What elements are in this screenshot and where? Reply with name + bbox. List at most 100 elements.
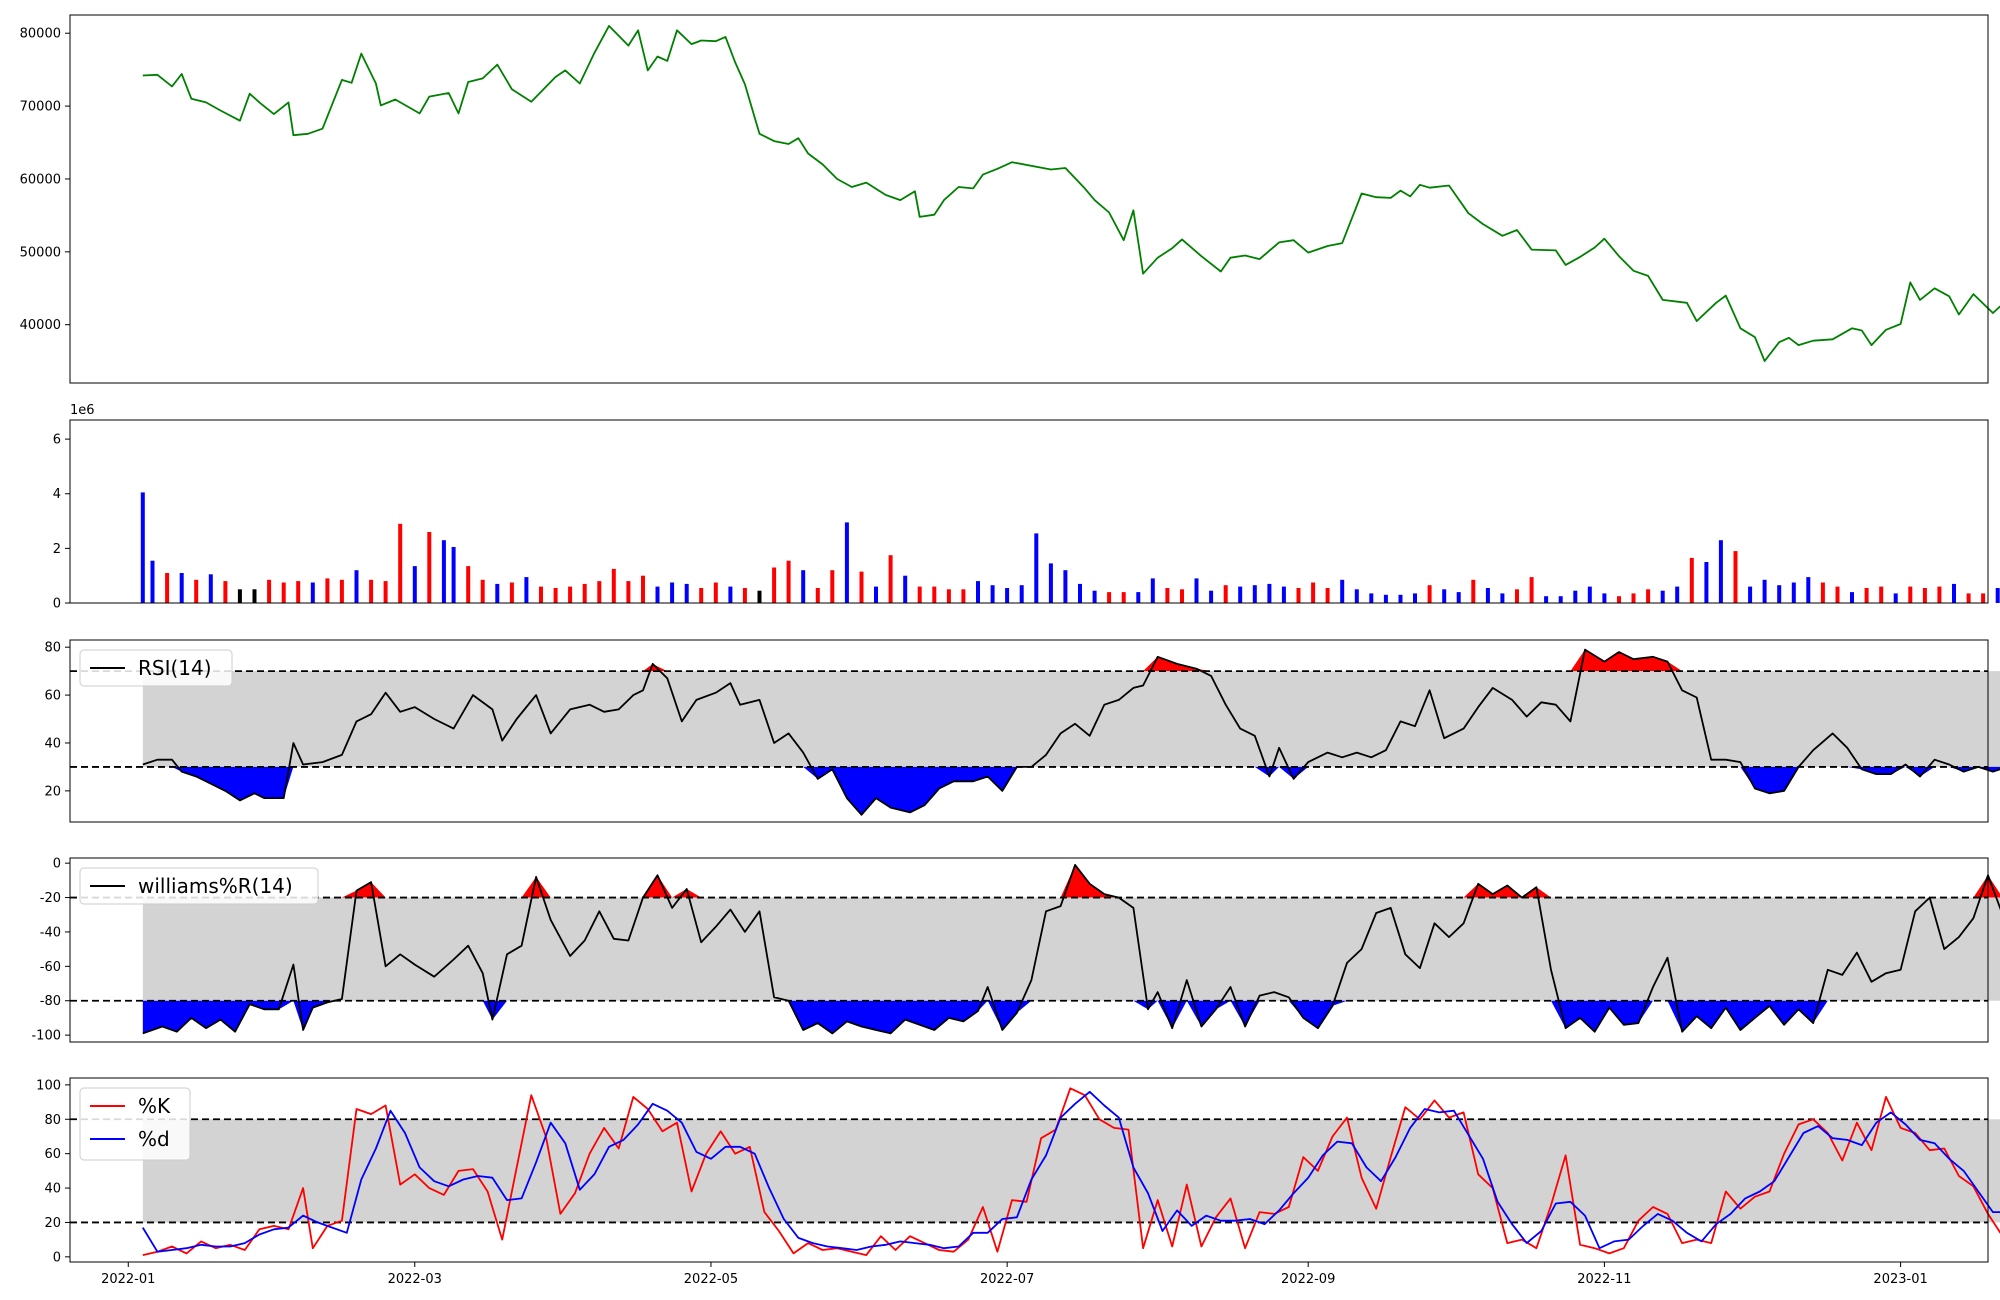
volume-bar — [1689, 557, 1694, 603]
volume-bar — [296, 581, 301, 603]
volume-bar — [1646, 589, 1651, 603]
volume-bar — [237, 589, 242, 603]
volume-bar — [1092, 590, 1097, 603]
volume-bar — [267, 579, 272, 603]
volume-bar — [1340, 579, 1345, 603]
axis-offset-label: 1e6 — [70, 403, 95, 418]
y-tick-label: 80 — [44, 641, 61, 656]
volume-bar — [859, 571, 864, 603]
volume-bar — [1311, 582, 1316, 603]
d-line — [142, 1090, 2000, 1253]
volume-bar — [713, 582, 718, 603]
volume-bar — [742, 588, 747, 603]
legend-box — [79, 867, 319, 905]
axes-frame — [69, 857, 1989, 1043]
volume-bar — [441, 540, 446, 603]
volume-bar — [223, 581, 228, 603]
volume-bar — [1864, 588, 1869, 603]
volume-bar — [1383, 594, 1388, 603]
y-tick-label: 40 — [44, 736, 61, 751]
overbought-fill — [642, 649, 1683, 672]
volume-bar — [1150, 578, 1155, 603]
legend: williams%R(14) — [79, 867, 319, 905]
volume-bar — [568, 586, 573, 603]
volume-bar — [1252, 585, 1257, 603]
volume-bar — [670, 582, 675, 603]
legend-label: %d — [138, 1127, 170, 1151]
price-line — [142, 24, 2000, 363]
volume-bar — [1762, 579, 1767, 603]
volume-bar — [1529, 577, 1534, 603]
legend-label: RSI(14) — [138, 656, 212, 680]
y-tick-label: 20 — [44, 784, 61, 799]
volume-bar — [1267, 583, 1272, 603]
indicator-line — [142, 648, 2000, 816]
volume-bar — [1704, 562, 1709, 603]
volume-bar — [194, 579, 199, 603]
volume-bar — [1617, 596, 1621, 603]
legend: RSI(14) — [79, 649, 233, 687]
price-panel: 40000 50000 60000 70000 80000 — [20, 14, 2000, 384]
volume-bar — [1078, 583, 1082, 603]
neutral-band — [142, 897, 2000, 1001]
volume-bar — [1675, 586, 1680, 603]
volume-bar — [611, 568, 616, 603]
x-tick-label: 2022-09 — [1281, 1272, 1335, 1287]
y-tick-label: 2 — [53, 542, 61, 557]
volume-bar — [801, 570, 806, 603]
x-tick-label: 2022-07 — [980, 1272, 1034, 1287]
y-tick-label: -20 — [40, 891, 61, 906]
volume-panel: 1e6 0 2 4 6 — [53, 403, 2000, 612]
y-tick-label: 0 — [53, 857, 61, 872]
volume-bar — [165, 573, 170, 603]
volume-bar — [1107, 592, 1112, 603]
volume-bar — [1908, 586, 1913, 603]
volume-bar — [1835, 586, 1840, 603]
volume-bar — [1850, 592, 1854, 603]
y-tick-label: 0 — [53, 1250, 61, 1265]
volume-bar — [553, 588, 558, 603]
volume-bar — [932, 586, 937, 603]
volume-bar — [1777, 585, 1782, 603]
x-tick-label: 2022-03 — [388, 1272, 442, 1287]
volume-bar — [451, 547, 456, 603]
volume-bar — [626, 581, 631, 603]
volume-bar — [990, 585, 995, 603]
volume-bar — [1048, 563, 1053, 603]
volume-bar — [1063, 570, 1068, 603]
volume-bar — [1019, 585, 1024, 603]
y-tick-label: -80 — [40, 994, 61, 1009]
volume-bar — [1733, 551, 1738, 603]
axes-frame — [69, 14, 1989, 384]
volume-bar — [140, 492, 145, 603]
axes-frame — [69, 1077, 1989, 1263]
legend-label: williams%R(14) — [138, 874, 293, 898]
volume-bar — [597, 581, 602, 603]
volume-bar — [1922, 588, 1927, 603]
oversold-fill — [142, 1000, 1828, 1034]
axes-frame — [69, 419, 1989, 604]
volume-bar — [427, 532, 432, 603]
volume-bar — [1442, 589, 1447, 603]
volume-bar — [480, 579, 485, 603]
volume-bar — [815, 588, 820, 603]
volume-bar — [1602, 593, 1607, 603]
volume-bar — [1427, 585, 1432, 603]
y-tick-label: -60 — [40, 960, 61, 975]
y-tick-label: 20 — [44, 1216, 61, 1231]
volume-bar — [844, 522, 849, 603]
volume-bar — [1398, 594, 1403, 603]
x-tick-label: 2022-01 — [101, 1272, 155, 1287]
volume-bar — [1587, 586, 1592, 603]
volume-bar — [1791, 582, 1796, 603]
volume-bar — [1820, 582, 1825, 603]
volume-bar — [874, 586, 878, 603]
rsi-panel: 20 40 60 80 RSI(14) — [44, 639, 2000, 823]
volume-bar — [509, 582, 514, 603]
volume-bar — [208, 574, 213, 603]
volume-bar — [150, 560, 155, 603]
legend-label: %K — [138, 1094, 171, 1118]
volume-bar — [684, 583, 689, 603]
legend-box — [79, 1087, 191, 1161]
volume-bar — [1573, 590, 1578, 603]
